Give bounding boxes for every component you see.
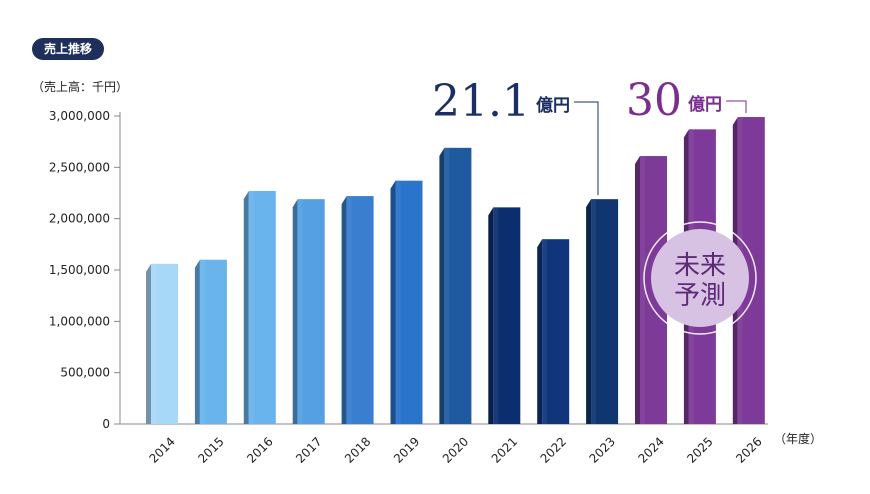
bar-side — [292, 199, 298, 424]
y-tick-label: 500,000 — [60, 366, 110, 380]
forecast-circle — [651, 229, 749, 327]
bar-2019 — [390, 180, 423, 424]
forecast-label-line: 未来 — [674, 251, 726, 281]
bar-face — [199, 259, 227, 424]
y-tick-label: 0 — [102, 417, 110, 431]
bar-face — [248, 190, 276, 424]
forecast-label-line: 予測 — [674, 281, 726, 311]
x-tick-label-2017: 2017 — [293, 434, 324, 465]
bar-side — [537, 239, 543, 424]
headline-value: 30 — [626, 75, 682, 126]
x-tick-label-2014: 2014 — [146, 434, 177, 465]
bar-highlight — [395, 180, 401, 424]
bar-highlight — [248, 190, 254, 424]
section-badge: 売上推移 — [32, 38, 105, 60]
x-tick-label-2023: 2023 — [587, 434, 618, 465]
bar-2022 — [537, 239, 570, 424]
bar-side — [439, 147, 445, 424]
bar-side — [586, 199, 592, 424]
headline-unit: 億円 — [536, 95, 570, 116]
x-tick-label-2022: 2022 — [538, 434, 569, 465]
bar-face — [444, 147, 472, 424]
bar-side — [341, 196, 347, 424]
annotations: 21.1 億円 30 億円 — [432, 75, 747, 196]
x-tick-label-2018: 2018 — [342, 434, 373, 465]
bar-2016 — [243, 190, 276, 424]
bar-2023 — [586, 199, 619, 424]
x-tick-label-2025: 2025 — [684, 434, 715, 465]
bar-highlight — [199, 259, 205, 424]
bar-side — [146, 263, 151, 424]
bar-highlight — [542, 239, 548, 424]
bar-face — [542, 239, 570, 424]
x-tick-label-2026: 2026 — [733, 434, 764, 465]
leader-line — [573, 101, 599, 196]
bar-face — [493, 207, 521, 424]
bar-side — [635, 156, 640, 425]
x-tick-label-2015: 2015 — [195, 434, 226, 465]
y-tick-label: 3,000,000 — [49, 109, 110, 123]
bar-highlight — [346, 196, 352, 424]
bar-2021 — [488, 207, 521, 424]
bar-side — [390, 180, 396, 424]
x-tick-label-2024: 2024 — [635, 434, 666, 465]
x-tick-label-2020: 2020 — [440, 434, 471, 465]
bar-side — [488, 207, 494, 424]
bar-2018 — [341, 196, 374, 424]
bar-highlight — [444, 147, 450, 424]
x-tick-label-2016: 2016 — [244, 434, 275, 465]
y-axis-unit-label: （売上高：千円） — [32, 79, 128, 94]
bar-highlight — [493, 207, 499, 424]
x-tick-labels: 2014 2015 2016 2017 2018 2019 2020 2021 2022 2023… — [146, 434, 764, 465]
bar-2020 — [439, 147, 472, 424]
bar-face — [395, 180, 423, 424]
bar-highlight — [297, 199, 303, 424]
bar-face — [151, 263, 178, 424]
y-tick-label: 2,000,000 — [49, 212, 110, 226]
bar-2015 — [194, 259, 227, 424]
bar-highlight — [151, 263, 156, 424]
bar-face — [297, 199, 325, 424]
x-axis-unit-label: （年度） — [774, 431, 822, 446]
bar-2017 — [292, 199, 325, 424]
headline-value: 21.1 — [432, 76, 530, 127]
bar-side — [194, 259, 200, 424]
headline-unit: 億円 — [688, 94, 722, 115]
y-tick-label: 2,500,000 — [49, 160, 110, 174]
x-tick-label-2019: 2019 — [391, 434, 422, 465]
bar-face — [591, 199, 619, 424]
bar-side — [243, 190, 249, 424]
y-tick-label: 1,000,000 — [49, 314, 110, 328]
y-tick-label: 1,500,000 — [49, 263, 110, 277]
x-tick-label-2021: 2021 — [489, 434, 520, 465]
bar-2014 — [146, 263, 178, 424]
forecast-ring — [643, 221, 757, 335]
bar-face — [346, 196, 374, 424]
leader-line — [726, 100, 747, 114]
bar-highlight — [591, 199, 597, 424]
bar-highlight — [640, 156, 645, 425]
